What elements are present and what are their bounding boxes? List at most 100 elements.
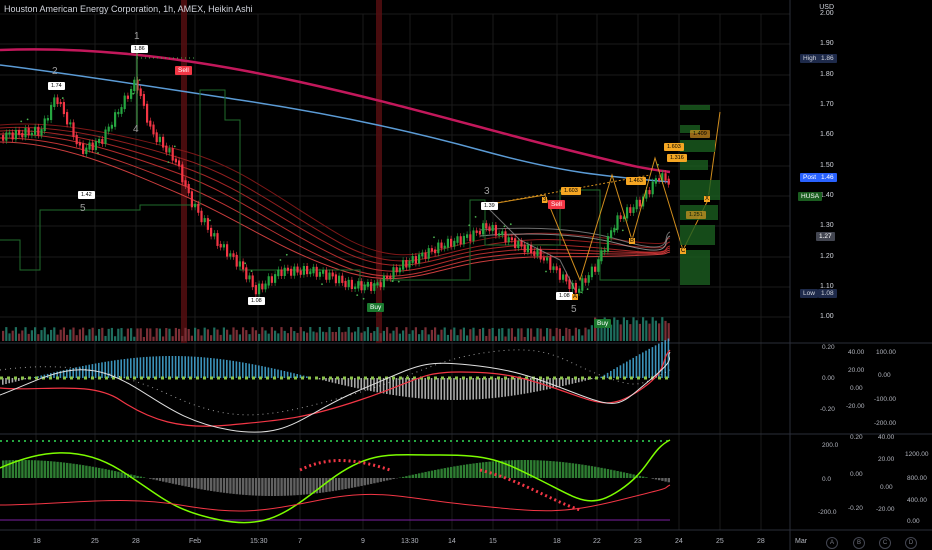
volume-bar bbox=[613, 317, 616, 341]
momentum-bar bbox=[603, 468, 606, 478]
volume-bar bbox=[50, 329, 53, 341]
volume-bar bbox=[363, 331, 366, 341]
histogram-bar bbox=[389, 378, 391, 395]
momentum-bar bbox=[597, 467, 600, 478]
price-tick: 1.30 bbox=[820, 222, 834, 229]
histogram-bar bbox=[5, 378, 7, 384]
momentum-bar bbox=[139, 476, 142, 478]
volume-bar bbox=[635, 320, 638, 341]
momentum-bar bbox=[418, 473, 421, 478]
momentum-bar bbox=[498, 460, 501, 478]
histogram-bar bbox=[66, 369, 68, 378]
price-label: 1.251 bbox=[686, 211, 706, 219]
histogram-bar bbox=[437, 378, 439, 400]
momentum-bar bbox=[242, 478, 245, 495]
histogram-bar bbox=[520, 378, 522, 395]
histogram-bar bbox=[293, 373, 295, 378]
histogram-bar bbox=[283, 370, 286, 378]
sar-dot bbox=[433, 236, 435, 239]
axis-button-d[interactable]: D bbox=[905, 537, 917, 549]
volume-bar bbox=[139, 328, 142, 341]
histogram-bar bbox=[328, 378, 330, 382]
date-tick: Feb bbox=[189, 538, 202, 545]
chart-title[interactable]: Houston American Energy Corporation, 1h,… bbox=[4, 4, 253, 14]
histogram-bar bbox=[155, 356, 158, 378]
sar-dot bbox=[468, 224, 471, 227]
sar-dot bbox=[61, 97, 64, 99]
momentum-bar bbox=[14, 460, 18, 478]
volume-bar bbox=[162, 336, 165, 341]
volume-bar bbox=[98, 329, 101, 341]
volume-bar bbox=[523, 336, 526, 341]
sar-dot bbox=[391, 280, 394, 283]
volume-bar bbox=[325, 332, 328, 341]
histogram-bar bbox=[606, 372, 609, 378]
axis-button-a[interactable]: A bbox=[826, 537, 838, 549]
sell-signal[interactable]: Sell bbox=[548, 200, 565, 209]
momentum-bar bbox=[267, 478, 270, 496]
sell-signal[interactable]: Sell bbox=[175, 66, 192, 75]
momentum-bar bbox=[78, 464, 82, 478]
price-tick: 1.70 bbox=[820, 101, 834, 108]
date-tick: 9 bbox=[361, 538, 365, 545]
volume-bar bbox=[120, 328, 123, 341]
momentum-bar bbox=[370, 478, 373, 484]
histogram-bar bbox=[338, 378, 340, 385]
momentum-bar bbox=[194, 478, 197, 489]
volume-bar bbox=[232, 327, 235, 341]
volume-bar bbox=[123, 336, 126, 341]
volume-bar bbox=[331, 331, 334, 341]
histogram-bar bbox=[24, 378, 26, 380]
histogram-bar bbox=[197, 356, 199, 378]
momentum-bar bbox=[472, 463, 475, 478]
volume-bar bbox=[242, 327, 245, 341]
histogram-bar bbox=[622, 363, 625, 378]
osc1-right-tick: -100.00 bbox=[874, 396, 897, 403]
osc2-right-tick: -20.00 bbox=[876, 506, 895, 513]
price-label: 1.603 bbox=[664, 143, 684, 151]
volume-bar bbox=[616, 319, 619, 341]
histogram-bar bbox=[107, 361, 110, 378]
momentum-bar bbox=[379, 478, 382, 482]
volume-bar bbox=[222, 327, 225, 341]
volume-bar bbox=[350, 332, 353, 341]
histogram-bar bbox=[334, 378, 337, 384]
histogram-bar bbox=[546, 378, 548, 390]
histogram-bar bbox=[130, 358, 132, 378]
momentum-bar bbox=[325, 478, 328, 493]
histogram-bar bbox=[558, 378, 561, 387]
axis-button-c[interactable]: C bbox=[879, 537, 891, 549]
histogram-bar bbox=[139, 357, 142, 378]
volume-bar bbox=[462, 327, 465, 341]
wave-label: 4 bbox=[133, 124, 139, 135]
volume-bar bbox=[542, 336, 545, 341]
momentum-bar bbox=[318, 478, 322, 493]
histogram-bar bbox=[194, 356, 196, 378]
sar-dot bbox=[20, 120, 23, 123]
volume-bar bbox=[558, 328, 561, 341]
momentum-bar bbox=[82, 465, 85, 478]
date-tick: 18 bbox=[33, 538, 41, 545]
volume-bar bbox=[117, 328, 120, 341]
histogram-bar bbox=[165, 356, 167, 378]
volume-bar bbox=[216, 329, 219, 341]
volume-bar bbox=[536, 328, 539, 341]
histogram-bar bbox=[642, 352, 644, 378]
buy-signal[interactable]: Buy bbox=[367, 303, 385, 312]
buy-signal[interactable]: Buy bbox=[594, 319, 612, 328]
volume-bar bbox=[450, 329, 453, 341]
axis-button-b[interactable]: B bbox=[853, 537, 865, 549]
histogram-bar bbox=[363, 378, 366, 390]
post-tag-label: Post bbox=[800, 173, 820, 182]
volume-bar bbox=[235, 329, 238, 341]
histogram-bar bbox=[469, 378, 471, 400]
price-tick: 1.40 bbox=[820, 192, 834, 199]
momentum-bar bbox=[414, 474, 418, 478]
histogram-bar bbox=[373, 378, 375, 392]
histogram-bar bbox=[133, 357, 135, 378]
histogram-bar bbox=[613, 369, 615, 378]
histogram-bar bbox=[408, 378, 410, 398]
momentum-bar bbox=[40, 460, 43, 478]
volume-bar bbox=[30, 330, 33, 341]
